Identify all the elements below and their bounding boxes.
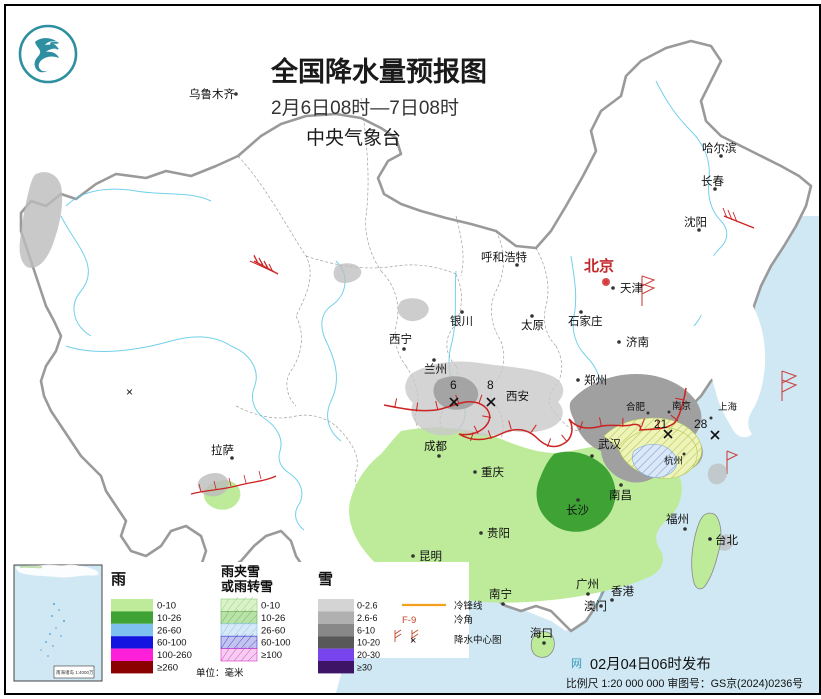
svg-text:香港: 香港	[611, 585, 634, 598]
svg-text:雪: 雪	[318, 571, 333, 588]
svg-text:武汉: 武汉	[598, 438, 621, 451]
svg-text:0-10: 0-10	[157, 601, 176, 612]
svg-text:杭州: 杭州	[664, 455, 683, 467]
svg-text:单位：毫米: 单位：毫米	[196, 667, 244, 679]
svg-text:西宁: 西宁	[389, 332, 412, 346]
svg-text:广州: 广州	[576, 578, 599, 591]
svg-text:哈尔滨: 哈尔滨	[702, 141, 737, 155]
svg-text:冷锋线: 冷锋线	[454, 600, 483, 612]
svg-text:26-60: 26-60	[157, 625, 181, 636]
svg-text:中央气象台: 中央气象台	[306, 127, 401, 149]
svg-text:6: 6	[450, 378, 457, 392]
svg-text:10-26: 10-26	[157, 613, 181, 624]
svg-text:比例尺 1:20 000 000 审图号：GS京(2024: 比例尺 1:20 000 000 审图号：GS京(2024)0236号	[566, 676, 803, 690]
svg-text:100-260: 100-260	[157, 650, 192, 661]
svg-text:≥100: ≥100	[261, 650, 282, 661]
svg-text:西安: 西安	[506, 389, 529, 403]
svg-text:×: ×	[410, 635, 416, 647]
svg-text:南宁: 南宁	[489, 587, 512, 601]
svg-text:兰州: 兰州	[424, 363, 447, 376]
svg-text:8: 8	[487, 378, 494, 392]
svg-text:网: 网	[571, 658, 582, 670]
svg-text:银川: 银川	[450, 314, 473, 328]
svg-text:呼和浩特: 呼和浩特	[481, 250, 527, 264]
svg-text:0-10: 0-10	[261, 601, 280, 612]
svg-text:或雨转雪: 或雨转雪	[221, 579, 273, 594]
svg-text:雨: 雨	[111, 571, 126, 588]
svg-text:60-100: 60-100	[261, 638, 291, 649]
svg-text:沈阳: 沈阳	[684, 215, 707, 229]
svg-text:全国降水量预报图: 全国降水量预报图	[270, 56, 487, 87]
svg-text:≥30: ≥30	[357, 663, 372, 673]
svg-text:乌鲁木齐: 乌鲁木齐	[189, 87, 235, 101]
svg-text:6-10: 6-10	[357, 625, 375, 635]
svg-text:贵阳: 贵阳	[487, 527, 510, 540]
svg-text:南京: 南京	[672, 400, 691, 412]
svg-text:长沙: 长沙	[566, 504, 589, 517]
svg-text:成都: 成都	[424, 440, 447, 453]
svg-text:合肥: 合肥	[626, 401, 646, 413]
svg-text:21: 21	[654, 417, 668, 431]
svg-text:冷角: 冷角	[454, 614, 473, 626]
svg-text:南昌: 南昌	[609, 488, 632, 502]
svg-text:郑州: 郑州	[584, 373, 607, 387]
svg-text:×: ×	[126, 385, 133, 399]
svg-text:拉萨: 拉萨	[211, 443, 234, 457]
svg-text:F-9: F-9	[402, 615, 416, 626]
svg-text:太原: 太原	[521, 319, 544, 332]
svg-text:南海诸岛 1:4000万: 南海诸岛 1:4000万	[56, 669, 94, 676]
svg-text:降水中心图: 降水中心图	[454, 634, 502, 646]
svg-text:26-60: 26-60	[261, 625, 285, 636]
svg-text:≥260: ≥260	[157, 663, 178, 674]
svg-text:海口: 海口	[530, 626, 553, 640]
svg-text:雨夹雪: 雨夹雪	[221, 564, 260, 579]
svg-text:昆明: 昆明	[419, 550, 442, 563]
svg-text:上海: 上海	[718, 401, 738, 413]
svg-text:20-30: 20-30	[357, 650, 380, 660]
svg-text:02月04日06时发布: 02月04日06时发布	[590, 656, 711, 673]
svg-text:石家庄: 石家庄	[568, 314, 603, 328]
svg-text:2.6-6: 2.6-6	[357, 613, 378, 623]
svg-text:北京: 北京	[584, 257, 614, 275]
svg-text:台北: 台北	[715, 533, 738, 547]
svg-text:福州: 福州	[666, 512, 689, 526]
svg-text:10-26: 10-26	[261, 613, 285, 624]
svg-text:28: 28	[694, 417, 708, 431]
svg-text:10-20: 10-20	[357, 638, 380, 648]
svg-text:天津: 天津	[620, 282, 643, 295]
svg-text:2月6日08时—7日08时: 2月6日08时—7日08时	[271, 97, 459, 119]
svg-text:0-2.6: 0-2.6	[357, 601, 378, 611]
svg-text:澳门: 澳门	[584, 599, 607, 613]
svg-text:重庆: 重庆	[481, 465, 504, 479]
svg-text:济南: 济南	[626, 335, 649, 349]
svg-text:60-100: 60-100	[157, 638, 187, 649]
svg-text:长春: 长春	[701, 175, 724, 188]
